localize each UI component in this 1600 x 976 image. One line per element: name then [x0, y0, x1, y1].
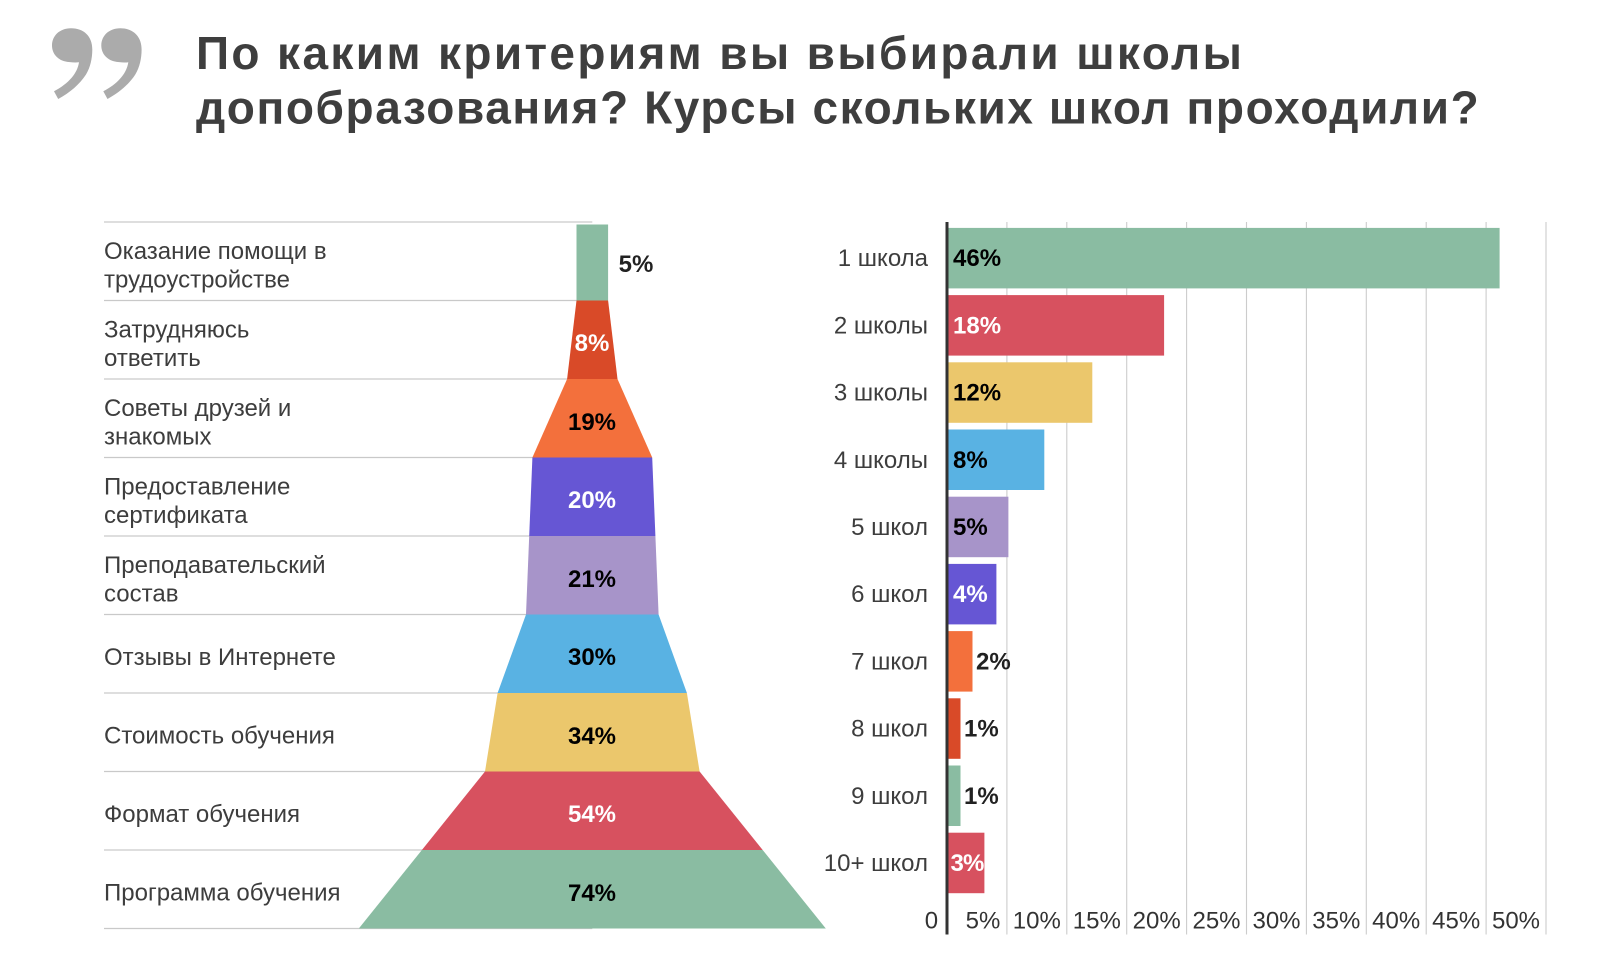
svg-text:8%: 8% [953, 447, 988, 474]
svg-text:Стоимость обучения: Стоимость обучения [104, 723, 335, 750]
svg-text:2 школы: 2 школы [834, 312, 928, 339]
svg-text:4%: 4% [953, 581, 988, 608]
svg-text:34%: 34% [568, 723, 616, 750]
svg-text:35%: 35% [1312, 908, 1360, 935]
svg-text:25%: 25% [1192, 908, 1240, 935]
svg-text:45%: 45% [1432, 908, 1480, 935]
svg-text:сертификата: сертификата [104, 502, 248, 529]
svg-text:5 школ: 5 школ [851, 514, 928, 541]
svg-text:Предоставление: Предоставление [104, 473, 290, 500]
svg-text:5%: 5% [966, 908, 1001, 935]
svg-text:21%: 21% [568, 566, 616, 593]
svg-text:46%: 46% [953, 245, 1001, 272]
svg-text:3%: 3% [951, 850, 985, 877]
svg-text:9 школ: 9 школ [851, 783, 928, 810]
svg-text:трудоустройстве: трудоустройстве [104, 266, 290, 293]
svg-text:2%: 2% [976, 648, 1011, 675]
svg-text:1%: 1% [964, 716, 999, 743]
svg-text:0: 0 [925, 908, 938, 935]
svg-text:По каким критериям вы выбирали: По каким критериям вы выбирали школы [196, 27, 1244, 79]
svg-text:Оказание помощи в: Оказание помощи в [104, 238, 327, 265]
svg-text:5%: 5% [619, 251, 654, 278]
svg-text:10+ школ: 10+ школ [824, 850, 928, 877]
svg-text:12%: 12% [953, 380, 1001, 407]
svg-text:состав: состав [104, 580, 178, 607]
svg-text:8%: 8% [575, 330, 610, 357]
svg-text:Отзывы в Интернете: Отзывы в Интернете [104, 644, 336, 671]
svg-text:Программа обучения: Программа обучения [104, 880, 340, 907]
svg-text:1%: 1% [964, 783, 999, 810]
svg-text:Затрудняюсь: Затрудняюсь [104, 316, 249, 343]
svg-text:Преподавательский: Преподавательский [104, 552, 326, 579]
svg-text:18%: 18% [953, 312, 1001, 339]
svg-text:4 школы: 4 школы [834, 447, 928, 474]
svg-text:19%: 19% [568, 409, 616, 436]
svg-text:30%: 30% [568, 644, 616, 671]
svg-text:15%: 15% [1073, 908, 1121, 935]
svg-text:Формат обучения: Формат обучения [104, 801, 300, 828]
svg-text:5%: 5% [953, 514, 988, 541]
svg-text:знакомых: знакомых [104, 423, 211, 450]
svg-text:74%: 74% [568, 880, 616, 907]
svg-text:20%: 20% [568, 487, 616, 514]
svg-text:7 школ: 7 школ [851, 648, 928, 675]
svg-text:6 школ: 6 школ [851, 581, 928, 608]
svg-text:10%: 10% [1013, 908, 1061, 935]
svg-text:50%: 50% [1492, 908, 1540, 935]
svg-text:30%: 30% [1252, 908, 1300, 935]
svg-text:допобразования? Курсы скольких: допобразования? Курсы скольких школ прох… [196, 81, 1480, 133]
svg-text:Советы друзей и: Советы друзей и [104, 395, 291, 422]
svg-text:ответить: ответить [104, 345, 201, 372]
svg-text:54%: 54% [568, 801, 616, 828]
svg-text:1 школа: 1 школа [838, 245, 929, 272]
svg-text:40%: 40% [1372, 908, 1420, 935]
svg-text:8 школ: 8 школ [851, 716, 928, 743]
svg-text:20%: 20% [1133, 908, 1181, 935]
svg-text:3 школы: 3 школы [834, 380, 928, 407]
